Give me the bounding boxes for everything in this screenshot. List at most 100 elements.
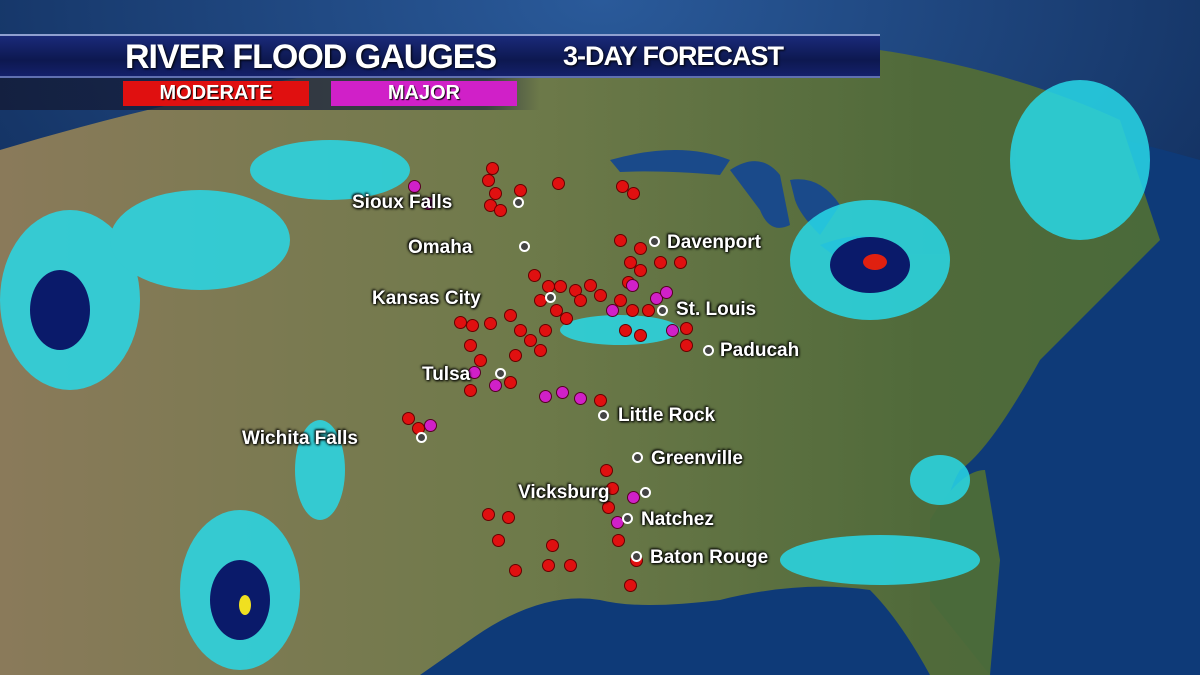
major-gauge-marker	[556, 386, 569, 399]
moderate-gauge-marker	[574, 294, 587, 307]
intense-precip	[863, 254, 887, 270]
major-gauge-marker	[627, 491, 640, 504]
moderate-gauge-marker	[534, 344, 547, 357]
city-marker	[519, 241, 530, 252]
moderate-gauge-marker	[614, 294, 627, 307]
city-label: Vicksburg	[518, 482, 610, 503]
moderate-gauge-marker	[509, 349, 522, 362]
moderate-gauge-marker	[474, 354, 487, 367]
city-label: Omaha	[408, 237, 473, 258]
moderate-gauge-marker	[624, 256, 637, 269]
legend-moderate: MODERATE	[123, 81, 309, 106]
moderate-gauge-marker	[539, 324, 552, 337]
moderate-gauge-marker	[627, 187, 640, 200]
moderate-gauge-marker	[624, 579, 637, 592]
major-gauge-marker	[574, 392, 587, 405]
moderate-gauge-marker	[550, 304, 563, 317]
moderate-gauge-marker	[504, 376, 517, 389]
city-label: Baton Rouge	[650, 547, 769, 568]
city-marker	[598, 410, 609, 421]
moderate-gauge-marker	[602, 501, 615, 514]
moderate-gauge-marker	[502, 511, 515, 524]
moderate-gauge-marker	[626, 304, 639, 317]
moderate-gauge-marker	[464, 339, 477, 352]
moderate-gauge-marker	[654, 256, 667, 269]
moderate-gauge-marker	[546, 539, 559, 552]
city-label: Wichita Falls	[242, 428, 358, 449]
moderate-gauge-marker	[616, 180, 629, 193]
city-label: Paducah	[720, 340, 800, 361]
city-marker	[416, 432, 427, 443]
map-subtitle: 3-DAY FORECAST	[563, 41, 784, 71]
moderate-gauge-marker	[514, 184, 527, 197]
moderate-gauge-marker	[482, 508, 495, 521]
moderate-gauge-marker	[542, 559, 555, 572]
legend-major: MAJOR	[331, 81, 517, 106]
city-marker	[703, 345, 714, 356]
city-marker	[632, 452, 643, 463]
moderate-gauge-marker	[606, 482, 619, 495]
moderate-gauge-marker	[564, 559, 577, 572]
city-marker	[513, 197, 524, 208]
title-banner: RIVER FLOOD GAUGES 3-DAY FORECAST	[0, 34, 880, 78]
city-label: Tulsa	[422, 364, 471, 385]
city-label: Sioux Falls	[352, 192, 453, 213]
moderate-gauge-marker	[489, 187, 502, 200]
city-marker	[631, 551, 642, 562]
moderate-gauge-marker	[594, 289, 607, 302]
moderate-gauge-marker	[484, 317, 497, 330]
major-gauge-marker	[468, 366, 481, 379]
moderate-gauge-marker	[680, 322, 693, 335]
moderate-gauge-marker	[634, 329, 647, 342]
major-gauge-marker	[408, 180, 421, 193]
moderate-gauge-marker	[634, 264, 647, 277]
major-gauge-marker	[489, 379, 502, 392]
major-gauge-marker	[422, 197, 435, 210]
moderate-gauge-marker	[552, 177, 565, 190]
major-gauge-marker	[606, 304, 619, 317]
moderate-gauge-marker	[464, 384, 477, 397]
moderate-gauge-marker	[524, 334, 537, 347]
moderate-gauge-marker	[482, 174, 495, 187]
moderate-gauge-marker	[634, 242, 647, 255]
moderate-gauge-marker	[594, 394, 607, 407]
map-title: RIVER FLOOD GAUGES	[125, 38, 497, 76]
moderate-gauge-marker	[492, 534, 505, 547]
major-gauge-marker	[626, 279, 639, 292]
city-label: Natchez	[641, 509, 714, 530]
city-marker	[622, 513, 633, 524]
moderate-gauge-marker	[514, 324, 527, 337]
major-gauge-marker	[424, 419, 437, 432]
moderate-gauge-marker	[528, 269, 541, 282]
major-gauge-marker	[539, 390, 552, 403]
major-gauge-marker	[660, 286, 673, 299]
moderate-gauge-marker	[494, 204, 507, 217]
moderate-gauge-marker	[584, 279, 597, 292]
moderate-gauge-marker	[554, 280, 567, 293]
city-label: Greenville	[651, 448, 743, 469]
city-marker	[649, 236, 660, 247]
city-label: Davenport	[667, 232, 761, 253]
moderate-gauge-marker	[642, 304, 655, 317]
major-gauge-marker	[666, 324, 679, 337]
moderate-gauge-marker	[402, 412, 415, 425]
city-marker	[640, 487, 651, 498]
legend: MODERATE MAJOR	[0, 78, 540, 110]
land-north-america	[0, 36, 1160, 675]
moderate-gauge-marker	[612, 534, 625, 547]
city-label: Kansas City	[372, 288, 481, 309]
city-marker	[657, 305, 668, 316]
moderate-gauge-marker	[674, 256, 687, 269]
moderate-gauge-marker	[504, 309, 517, 322]
moderate-gauge-marker	[509, 564, 522, 577]
moderate-gauge-marker	[614, 234, 627, 247]
city-label: Little Rock	[618, 405, 716, 426]
moderate-gauge-marker	[466, 319, 479, 332]
city-marker	[545, 292, 556, 303]
moderate-gauge-marker	[454, 316, 467, 329]
moderate-gauge-marker	[560, 312, 573, 325]
moderate-gauge-marker	[600, 464, 613, 477]
city-label: St. Louis	[676, 299, 757, 320]
major-gauge-marker	[650, 292, 663, 305]
